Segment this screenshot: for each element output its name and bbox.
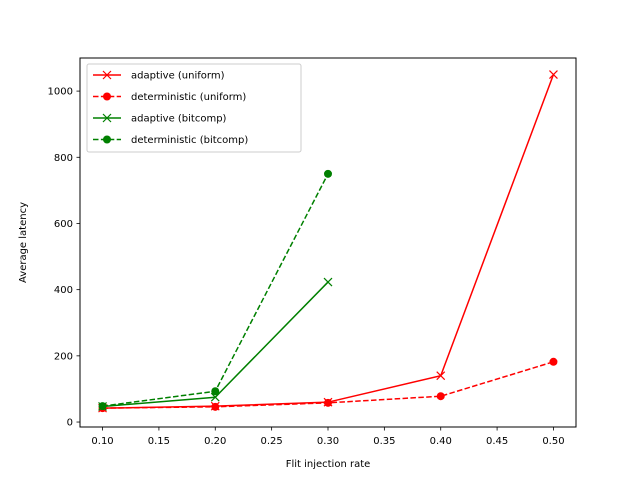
series-1: [98, 357, 558, 413]
circle-marker: [98, 402, 107, 411]
legend-label: adaptive (uniform): [131, 71, 225, 82]
series-line: [102, 173, 329, 407]
x-marker: [102, 70, 112, 80]
circle-marker: [324, 398, 332, 407]
y-tick-label: 1000: [48, 87, 73, 98]
x-marker: [436, 371, 446, 381]
x-tick-label: 0.10: [91, 436, 113, 447]
y-axis-label: Average latency: [18, 202, 29, 283]
y-tick-label: 200: [54, 351, 73, 362]
x-axis: 0.10 0.15 0.20 0.25 0.30 0.35 0.40 0.45 0.50: [91, 427, 565, 447]
x-marker: [210, 392, 220, 402]
y-tick-label: 800: [54, 153, 73, 164]
x-marker-stroke: [549, 70, 558, 79]
circle-marker: [324, 169, 332, 178]
legend-label: adaptive (bitcomp): [131, 114, 227, 125]
x-marker: [102, 113, 112, 123]
x-tick-label: 0.50: [542, 436, 564, 447]
legend: adaptive (uniform) deterministic (uniform…: [86, 63, 302, 153]
y-tick-label: 400: [54, 285, 73, 296]
legend-label: deterministic (bitcomp): [131, 135, 248, 146]
legend-label: deterministic (uniform): [131, 92, 246, 103]
x-tick-label: 0.20: [204, 436, 226, 447]
series-3: [98, 169, 332, 411]
legend-item: deterministic (uniform): [93, 92, 246, 103]
x-marker-stroke: [102, 113, 112, 123]
circle-marker: [103, 135, 111, 144]
legend-box: [86, 63, 302, 153]
x-tick-label: 0.15: [148, 436, 170, 447]
x-tick-label: 0.30: [317, 436, 339, 447]
circle-marker: [549, 357, 558, 366]
circle-marker: [103, 92, 111, 101]
x-marker: [549, 70, 558, 79]
legend-item: adaptive (uniform): [93, 71, 225, 82]
x-tick-label: 0.35: [373, 436, 395, 447]
legend-item: adaptive (bitcomp): [93, 114, 227, 125]
x-axis-label: Flit injection rate: [286, 459, 371, 470]
legend-item: deterministic (bitcomp): [93, 135, 248, 146]
series-layer: [98, 70, 558, 413]
x-marker-stroke: [102, 70, 112, 80]
x-marker-stroke: [210, 392, 220, 402]
x-tick-label: 0.45: [486, 436, 508, 447]
x-marker-stroke: [436, 371, 446, 381]
x-marker-stroke: [323, 277, 333, 287]
circle-marker: [211, 402, 220, 411]
y-tick-label: 0: [67, 418, 73, 429]
x-marker: [323, 277, 333, 287]
circle-marker: [211, 387, 220, 396]
x-tick-label: 0.40: [430, 436, 452, 447]
y-axis: 0 200 400 600 800 1000: [48, 87, 80, 429]
circle-marker: [436, 392, 445, 401]
x-tick-label: 0.25: [261, 436, 283, 447]
y-tick-label: 600: [54, 219, 73, 230]
